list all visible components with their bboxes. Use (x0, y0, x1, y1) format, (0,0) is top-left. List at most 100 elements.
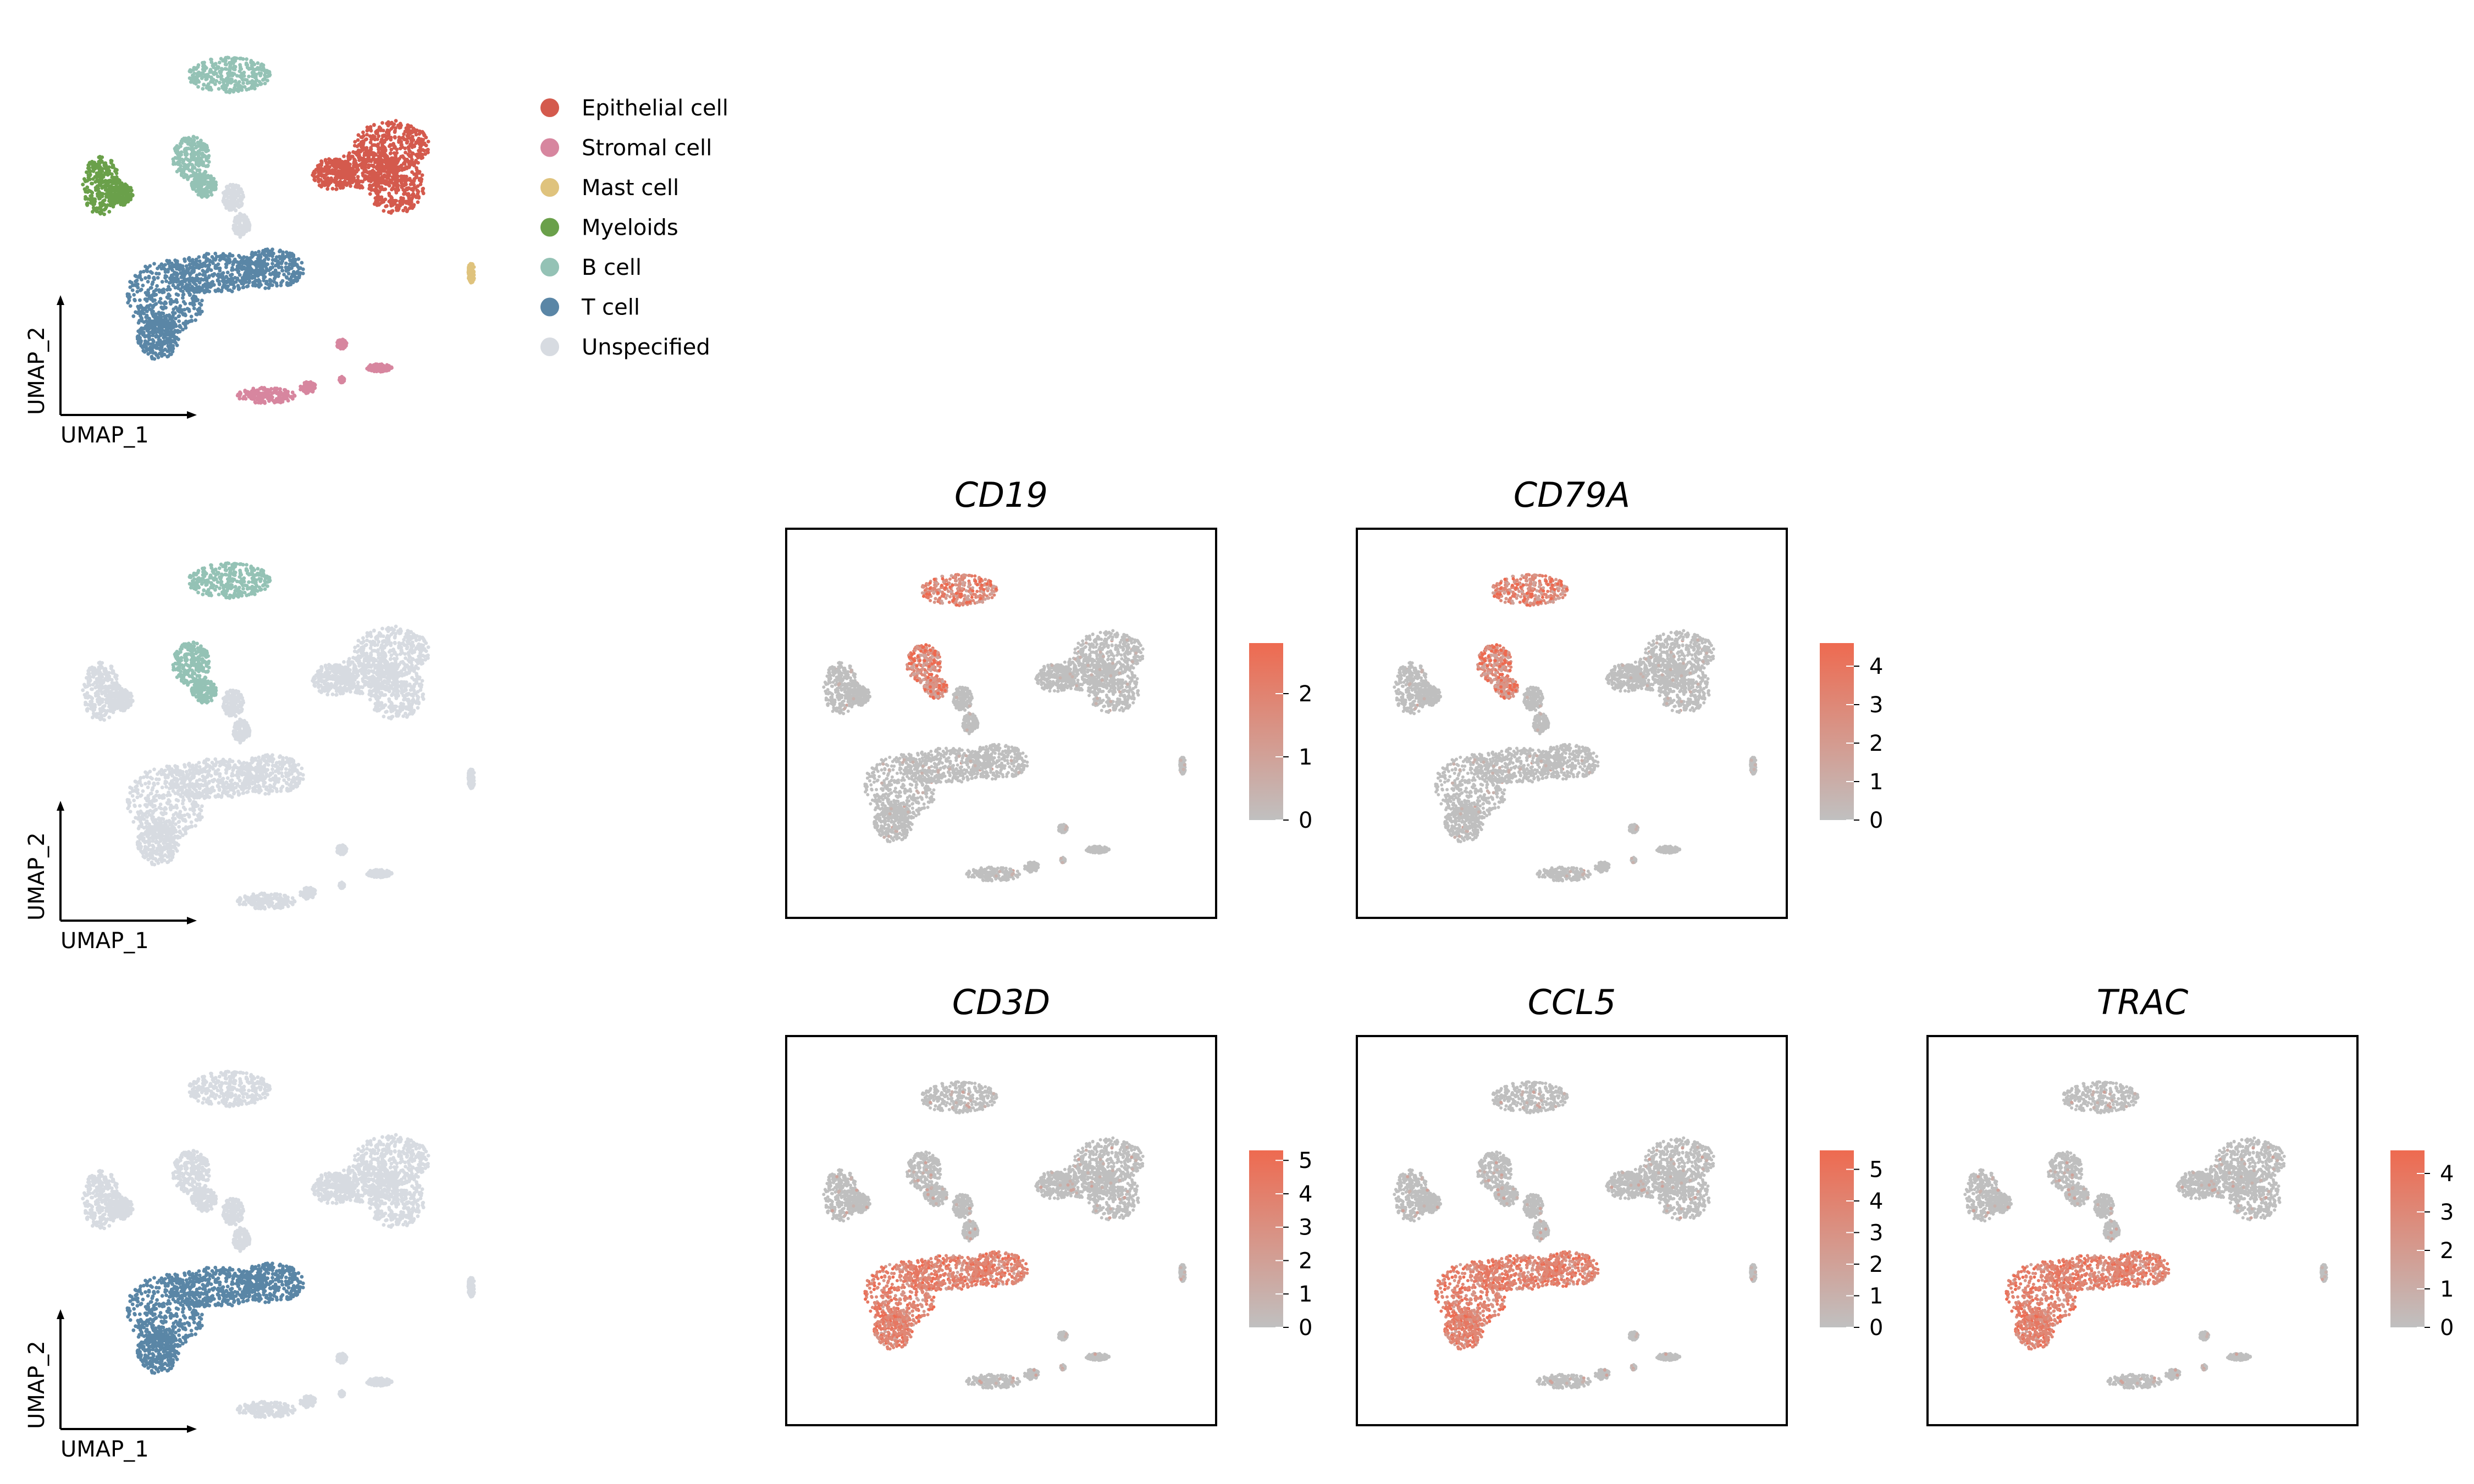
legend-marker (540, 297, 559, 317)
colorbar-tick-label: 3 (1299, 1215, 1312, 1241)
x-axis-label: UMAP_1 (60, 1437, 149, 1462)
colorbar-tick-label: 0 (1299, 1315, 1312, 1341)
colorbar-tick-label: 3 (1869, 693, 1883, 718)
colorbar-tick-label: 2 (1299, 1248, 1312, 1273)
legend-marker (540, 258, 559, 276)
y-axis-label: UMAP_2 (24, 1341, 49, 1429)
legend: Epithelial cell Stromal cell Mast cell Myel… (540, 96, 728, 360)
legend-label: Myeloids (582, 215, 678, 241)
highlight-panel-b-cell-highlight: UMAP_1 UMAP_2 (24, 561, 476, 954)
scatter-points (822, 1080, 1187, 1390)
feature-title: TRAC (2097, 982, 2189, 1022)
colorbar-tick-label: 5 (1869, 1158, 1883, 1183)
colorbar-tick-label: 3 (2440, 1200, 2454, 1225)
scatter-points (1393, 1080, 1758, 1390)
scatter-points (235, 337, 394, 405)
colorbar-tick-label: 1 (1869, 769, 1883, 795)
feature-title: CD79A (1514, 475, 1630, 515)
scatter-points (171, 56, 272, 199)
legend-label: T cell (581, 295, 640, 320)
legend-marker (540, 178, 559, 197)
scatter-points (1478, 573, 1569, 700)
legend-marker (540, 337, 559, 356)
scatter-points (1407, 638, 1757, 878)
scatter-points (466, 262, 476, 285)
feature-panel-ccl5: CCL5 0 1 2 3 4 5 (1356, 982, 1883, 1426)
x-axis-arrowhead (187, 411, 197, 419)
colorbar-tick-label: 1 (2440, 1277, 2454, 1302)
colorbar-tick-label: 4 (2440, 1161, 2454, 1187)
y-axis-label: UMAP_2 (24, 326, 49, 415)
feature-panel-cd79a: CD79A 0 1 2 3 4 (1356, 475, 1883, 919)
feature-title: CD3D (952, 982, 1050, 1022)
colorbar (2390, 1150, 2425, 1327)
colorbar-tick-label: 0 (1869, 808, 1883, 833)
legend-label: Mast cell (582, 175, 679, 201)
colorbar (1249, 1150, 1283, 1327)
scatter-points (125, 247, 305, 361)
scatter-points (221, 182, 252, 239)
y-axis-arrowhead (57, 1309, 64, 1319)
legend-label: Unspecified (582, 335, 710, 360)
colorbar (1820, 1150, 1854, 1327)
colorbar-tick-label: 2 (2440, 1238, 2454, 1264)
y-axis-label: UMAP_2 (24, 832, 49, 921)
colorbar-tick-label: 1 (1869, 1284, 1883, 1309)
y-axis-arrowhead (57, 295, 64, 305)
scatter-points (81, 154, 135, 217)
colorbar-tick-label: 2 (1299, 682, 1312, 707)
legend-marker (540, 98, 559, 117)
scatter-points (837, 638, 1186, 878)
scatter-points (311, 119, 430, 215)
highlight-panel-all-celltypes: UMAP_1 UMAP_2 (24, 56, 476, 448)
scatter-points (907, 573, 998, 700)
legend-marker (540, 138, 559, 157)
colorbar (1820, 643, 1854, 820)
legend-marker (540, 218, 559, 237)
scatter-points (125, 1261, 305, 1375)
scatter-points (908, 577, 998, 699)
x-axis-label: UMAP_1 (60, 928, 149, 954)
colorbar-tick-label: 2 (1869, 1252, 1883, 1277)
highlight-panel-t-cell-highlight: UMAP_1 UMAP_2 (24, 1070, 476, 1462)
scatter-points (1393, 629, 1758, 883)
colorbar-tick-label: 1 (1299, 1282, 1312, 1307)
scatter-points (1436, 1250, 1600, 1351)
colorbar-tick-label: 1 (1299, 745, 1312, 770)
colorbar-tick-label: 4 (1299, 1182, 1312, 1207)
colorbar (1249, 643, 1283, 820)
scatter-points (865, 1250, 1029, 1351)
scatter-points (1478, 577, 1569, 699)
colorbar-tick-label: 0 (1299, 808, 1312, 833)
x-axis-label: UMAP_1 (60, 423, 149, 448)
y-axis-arrowhead (57, 801, 64, 811)
feature-title: CCL5 (1528, 982, 1616, 1022)
colorbar-tick-label: 5 (1299, 1148, 1312, 1173)
scatter-points (822, 629, 1187, 883)
scatter-points (81, 624, 476, 911)
x-axis-arrowhead (187, 1425, 197, 1433)
scatter-points (1963, 1080, 2328, 1390)
scatter-points (2007, 1250, 2171, 1351)
legend-label: Stromal cell (582, 136, 712, 161)
feature-title: CD19 (954, 475, 1048, 515)
feature-panel-trac: TRAC 0 1 2 3 4 (1926, 982, 2454, 1426)
feature-frame (785, 1035, 1217, 1426)
scatter-points (171, 561, 272, 705)
feature-frame (1356, 1035, 1788, 1426)
scatter-points (81, 1070, 476, 1419)
feature-frame (1926, 1035, 2359, 1426)
x-axis-arrowhead (187, 917, 197, 924)
legend-label: Epithelial cell (582, 96, 728, 121)
colorbar-tick-label: 4 (1869, 1189, 1883, 1214)
colorbar-tick-label: 0 (2440, 1315, 2454, 1341)
feature-frame (1356, 528, 1788, 919)
colorbar-tick-label: 4 (1869, 654, 1883, 679)
colorbar-tick-label: 3 (1869, 1221, 1883, 1246)
feature-panel-cd3d: CD3D 0 1 2 3 4 5 (785, 982, 1312, 1426)
feature-panel-cd19: CD19 0 1 2 (785, 475, 1312, 919)
feature-frame (785, 528, 1217, 919)
colorbar-tick-label: 2 (1869, 731, 1883, 756)
legend-label: B cell (582, 255, 642, 280)
